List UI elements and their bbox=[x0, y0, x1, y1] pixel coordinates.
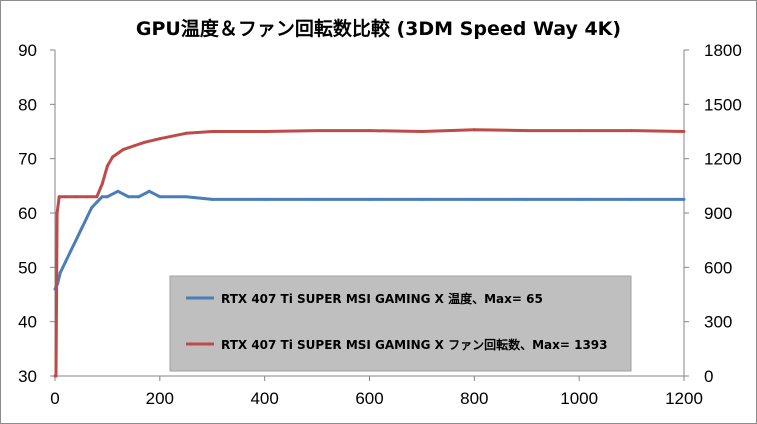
x-tick-label: 600 bbox=[355, 389, 383, 408]
data-point-fan-speed bbox=[57, 195, 61, 199]
data-point-temperature bbox=[210, 197, 214, 201]
data-point-temperature bbox=[137, 195, 141, 199]
x-tick-label: 1200 bbox=[665, 389, 703, 408]
data-point-fan-speed bbox=[682, 130, 686, 133]
data-point-temperature bbox=[630, 197, 634, 201]
x-tick-label: 1000 bbox=[560, 389, 598, 408]
data-point-fan-speed bbox=[630, 129, 634, 133]
data-point-fan-speed bbox=[85, 195, 88, 199]
data-point-temperature bbox=[315, 197, 319, 201]
data-point-temperature bbox=[90, 206, 94, 210]
data-point-temperature bbox=[184, 195, 188, 199]
data-point-temperature bbox=[105, 195, 109, 199]
data-point-temperature bbox=[79, 227, 83, 231]
data-point-temperature bbox=[147, 189, 151, 193]
x-tick-label: 800 bbox=[460, 389, 488, 408]
data-point-temperature bbox=[472, 197, 476, 201]
series-line-fan-speed bbox=[54, 128, 685, 378]
axes: 0 200 400 600 800 1000 12003040506070809003006… bbox=[18, 41, 742, 408]
data-point-fan-speed bbox=[472, 128, 476, 132]
legend: RTX 407 Ti SUPER MSI GAMING X 温度、Max= 65… bbox=[169, 275, 632, 372]
y-left-tick-label: 30 bbox=[18, 367, 37, 386]
y-left-tick-label: 70 bbox=[18, 150, 37, 169]
data-point-temperature bbox=[368, 197, 371, 201]
chart-title: GPU温度＆ファン回転数比較 (3DM Speed Way 4K) bbox=[135, 18, 622, 40]
data-point-fan-speed bbox=[105, 164, 109, 168]
data-point-temperature bbox=[577, 197, 581, 201]
legend-label-temperature: RTX 407 Ti SUPER MSI GAMING X 温度、Max= 65 bbox=[221, 291, 543, 306]
y-left-tick-label: 40 bbox=[18, 313, 37, 332]
series-layer bbox=[53, 128, 686, 378]
data-point-fan-speed bbox=[100, 182, 104, 186]
data-point-temperature bbox=[74, 238, 78, 242]
data-point-fan-speed bbox=[55, 211, 59, 215]
y-right-tick-label: 900 bbox=[704, 204, 732, 223]
data-point-temperature bbox=[100, 195, 104, 199]
data-point-fan-speed bbox=[95, 195, 99, 199]
y-right-tick-label: 0 bbox=[704, 367, 713, 386]
data-point-fan-speed bbox=[184, 131, 188, 135]
data-point-temperature bbox=[126, 195, 130, 199]
data-point-fan-speed bbox=[577, 129, 581, 133]
y-left-tick-label: 50 bbox=[18, 258, 37, 277]
y-right-tick-label: 600 bbox=[704, 258, 732, 277]
data-point-temperature bbox=[85, 216, 88, 220]
data-point-fan-speed bbox=[142, 140, 146, 144]
data-point-temperature bbox=[58, 271, 62, 275]
data-point-temperature bbox=[116, 189, 120, 193]
data-point-temperature bbox=[158, 195, 162, 199]
y-right-tick-label: 1800 bbox=[704, 41, 742, 60]
data-point-temperature bbox=[682, 197, 686, 201]
data-point-fan-speed bbox=[74, 195, 78, 199]
data-point-temperature bbox=[420, 197, 424, 201]
data-point-fan-speed bbox=[368, 129, 371, 133]
data-point-temperature bbox=[525, 197, 529, 201]
y-left-tick-label: 80 bbox=[18, 95, 37, 114]
x-tick-label: 200 bbox=[146, 389, 174, 408]
data-point-fan-speed bbox=[64, 195, 67, 199]
y-left-tick-label: 60 bbox=[18, 204, 37, 223]
x-tick-label: 400 bbox=[250, 389, 278, 408]
data-point-fan-speed bbox=[132, 144, 136, 148]
data-point-fan-speed bbox=[158, 137, 162, 141]
y-left-tick-label: 90 bbox=[18, 41, 37, 60]
data-point-temperature bbox=[64, 260, 67, 264]
data-point-fan-speed bbox=[315, 129, 319, 133]
data-point-fan-speed bbox=[54, 374, 58, 378]
x-tick-label: 0 bbox=[50, 389, 59, 408]
data-point-fan-speed bbox=[263, 130, 267, 133]
y-right-tick-label: 300 bbox=[704, 313, 732, 332]
data-point-fan-speed bbox=[111, 155, 115, 159]
data-point-fan-speed bbox=[420, 130, 424, 133]
series-line-temperature bbox=[53, 189, 684, 290]
legend-label-fan-speed: RTX 407 Ti SUPER MSI GAMING X ファン回転数、Max… bbox=[221, 337, 608, 352]
data-point-temperature bbox=[69, 249, 73, 253]
data-point-fan-speed bbox=[121, 148, 125, 152]
y-right-tick-label: 1200 bbox=[704, 150, 742, 169]
legend-box bbox=[169, 275, 632, 372]
data-point-temperature bbox=[95, 200, 99, 204]
data-point-fan-speed bbox=[525, 129, 529, 133]
y-right-tick-label: 1500 bbox=[704, 95, 742, 114]
data-point-fan-speed bbox=[210, 130, 214, 133]
data-point-temperature bbox=[263, 197, 267, 201]
